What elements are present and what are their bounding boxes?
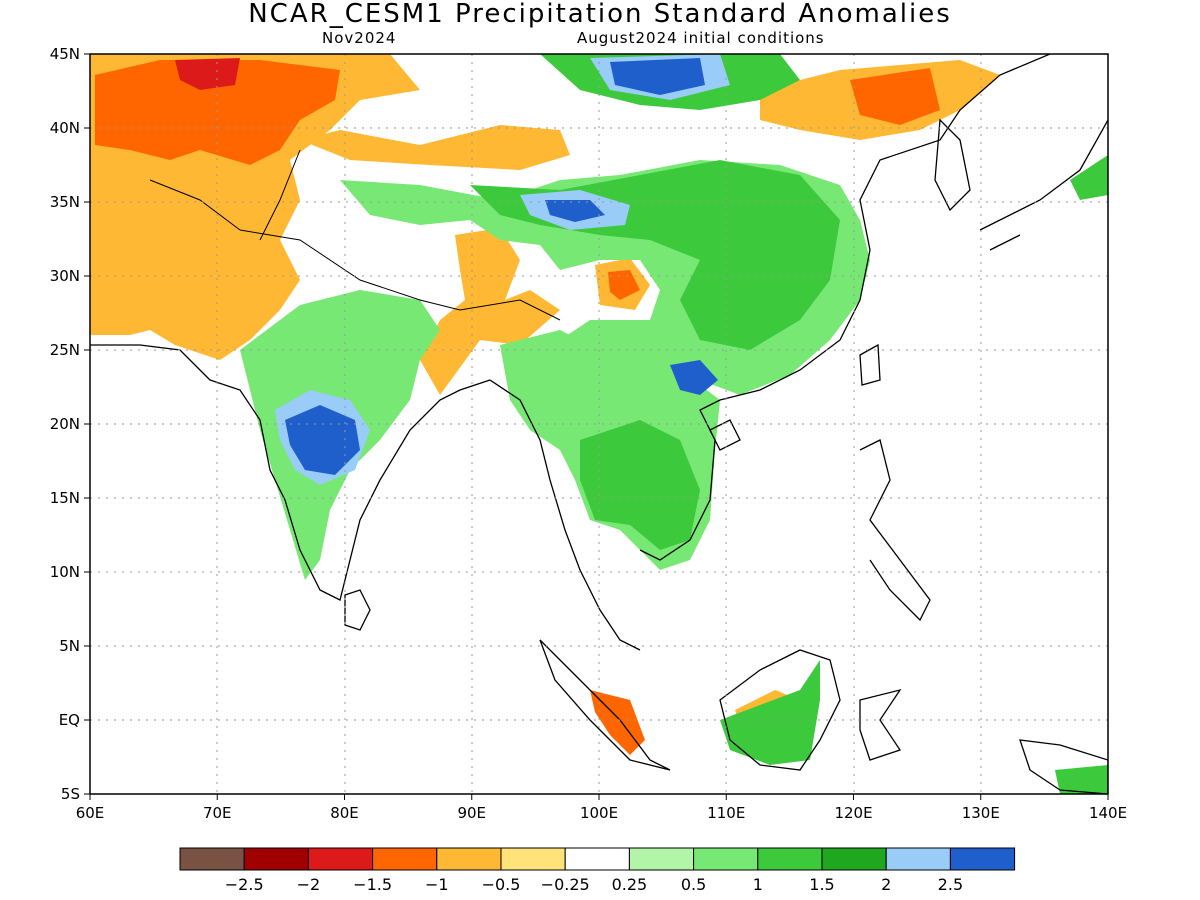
lat-tick-label: EQ [59,711,80,729]
coast-indochina [489,54,1051,651]
lat-tick-label: 30N [50,267,80,285]
coast-borneo [719,649,841,771]
dry-core-sichuan [608,270,640,300]
forecast-month: Nov2024 [322,29,397,47]
lat-tick-label: 5N [59,637,80,655]
coastlines [90,54,1108,794]
wet-india-peak [285,405,360,475]
coast-newguinea [1019,739,1108,794]
colorbar-swatch [372,847,438,871]
lon-tick-label: 120E [834,804,872,822]
dry-patch-tibet-north [300,125,570,170]
wet-tibet-peak [545,200,605,222]
wet-core-indochina [580,420,700,550]
wet-new-guinea [1055,765,1108,794]
coast-sulawesi [859,688,902,761]
colorbar-swatch [693,847,759,871]
map-title: NCAR_CESM1 Precipitation Standard Anomal… [248,0,952,29]
colorbar-label: 1 [753,875,763,894]
lat-tick-label: 35N [50,193,80,211]
dry-core-ne-china [850,68,940,125]
wet-japan [1070,155,1108,200]
colorbar-swatch [949,847,1016,871]
colorbar-swatch [885,847,951,871]
lat-tick-label: 10N [50,563,80,581]
colorbar: −2.5 −2 −1.5 −1 −0.5 −0.25 0.25 0.5 1 1.5 2 2.5 [179,847,1016,894]
colorbar-label: −1 [425,875,449,894]
colorbar-swatch [243,847,309,871]
latitude-axis: 45N 40N 35N 30N 25N 20N 15N 10N 5N EQ 5S [50,45,90,803]
dry-core-northwest [95,60,340,165]
longitude-axis: 60E 70E 80E 90E 100E 110E 120E 130E 140E [76,794,1127,822]
colorbar-label: 0.25 [612,875,648,894]
lat-tick-label: 15N [50,489,80,507]
colorbar-swatch [436,847,502,871]
colorbar-swatch [500,847,566,871]
colorbar-swatch [628,847,695,871]
coast-sumatra [539,639,671,771]
coast-philippines [859,439,931,622]
colorbar-label: 2 [881,875,891,894]
coast-arabia-india [90,344,491,601]
coast-japan [979,119,1108,251]
border-himalaya [149,149,561,321]
lon-tick-label: 80E [330,804,359,822]
colorbar-label: 2.5 [938,875,963,894]
coast-korea [934,118,971,212]
lon-tick-label: 100E [580,804,618,822]
colorbar-label: −0.5 [482,875,521,894]
colorbar-label: −1.5 [353,875,392,894]
colorbar-label: 1.5 [809,875,834,894]
colorbar-label: −0.25 [541,875,590,894]
colorbar-label: −2.5 [225,875,264,894]
colorbar-swatch [179,847,245,871]
lon-tick-label: 130E [962,804,1000,822]
lat-tick-label: 45N [50,45,80,63]
dry-patch-sumatra [590,690,645,755]
colorbar-label: 0.5 [681,875,706,894]
lat-tick-label: 20N [50,415,80,433]
coast-srilanka [344,589,371,631]
lon-tick-label: 140E [1089,804,1127,822]
lon-tick-label: 90E [457,804,486,822]
lat-tick-label: 5S [61,785,80,803]
lon-tick-label: 70E [203,804,232,822]
colorbar-label: −2 [297,875,321,894]
dry-patch-nepal [420,228,560,395]
dry-peak-northwest [175,58,240,90]
colorbar-swatch [564,847,630,871]
wet-vietnam-peak [670,360,718,395]
lon-tick-label: 60E [76,804,105,822]
coast-hainan [709,419,741,451]
colorbar-swatch [821,847,887,871]
lon-tick-label: 110E [707,804,745,822]
coast-taiwan [859,343,881,386]
gridlines [90,54,1108,794]
wet-borneo [720,660,820,765]
wet-mongolia-peak [610,58,705,95]
lat-tick-label: 25N [50,341,80,359]
colorbar-swatch [307,847,374,871]
colorbar-swatch [757,847,823,871]
initial-conditions: August2024 initial conditions [577,29,825,47]
lat-tick-label: 40N [50,119,80,137]
